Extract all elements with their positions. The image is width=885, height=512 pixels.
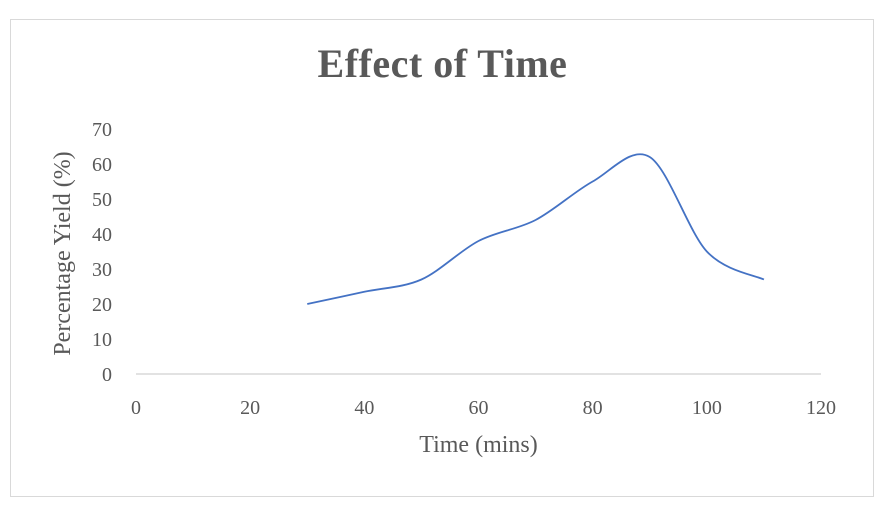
x-axis-title: Time (mins) xyxy=(419,432,537,458)
x-tick-label: 100 xyxy=(692,397,722,419)
y-tick-label: 40 xyxy=(92,224,112,246)
y-tick-label: 70 xyxy=(92,119,112,141)
series-group xyxy=(307,153,765,305)
x-tick-label: 120 xyxy=(806,397,836,419)
x-tick-label: 40 xyxy=(354,397,374,419)
y-tick-label: 50 xyxy=(92,189,112,211)
x-tick-label: 0 xyxy=(131,397,141,419)
series-line-1 xyxy=(307,153,765,305)
y-tick-label: 30 xyxy=(92,259,112,281)
x-tick-labels: 0 20 40 60 80 100 120 xyxy=(131,397,836,419)
chart-title: Effect of Time xyxy=(317,41,568,86)
chart-frame xyxy=(10,19,874,497)
x-tick-label: 20 xyxy=(240,397,260,419)
y-tick-labels: 0 10 20 30 40 50 60 70 xyxy=(92,119,112,386)
y-tick-label: 60 xyxy=(92,154,112,176)
x-tick-label: 60 xyxy=(469,397,489,419)
y-tick-label: 0 xyxy=(102,364,112,386)
y-tick-label: 20 xyxy=(92,294,112,316)
x-tick-label: 80 xyxy=(583,397,603,419)
y-axis-title: Percentage Yield (%) xyxy=(50,151,76,355)
y-tick-label: 10 xyxy=(92,329,112,351)
